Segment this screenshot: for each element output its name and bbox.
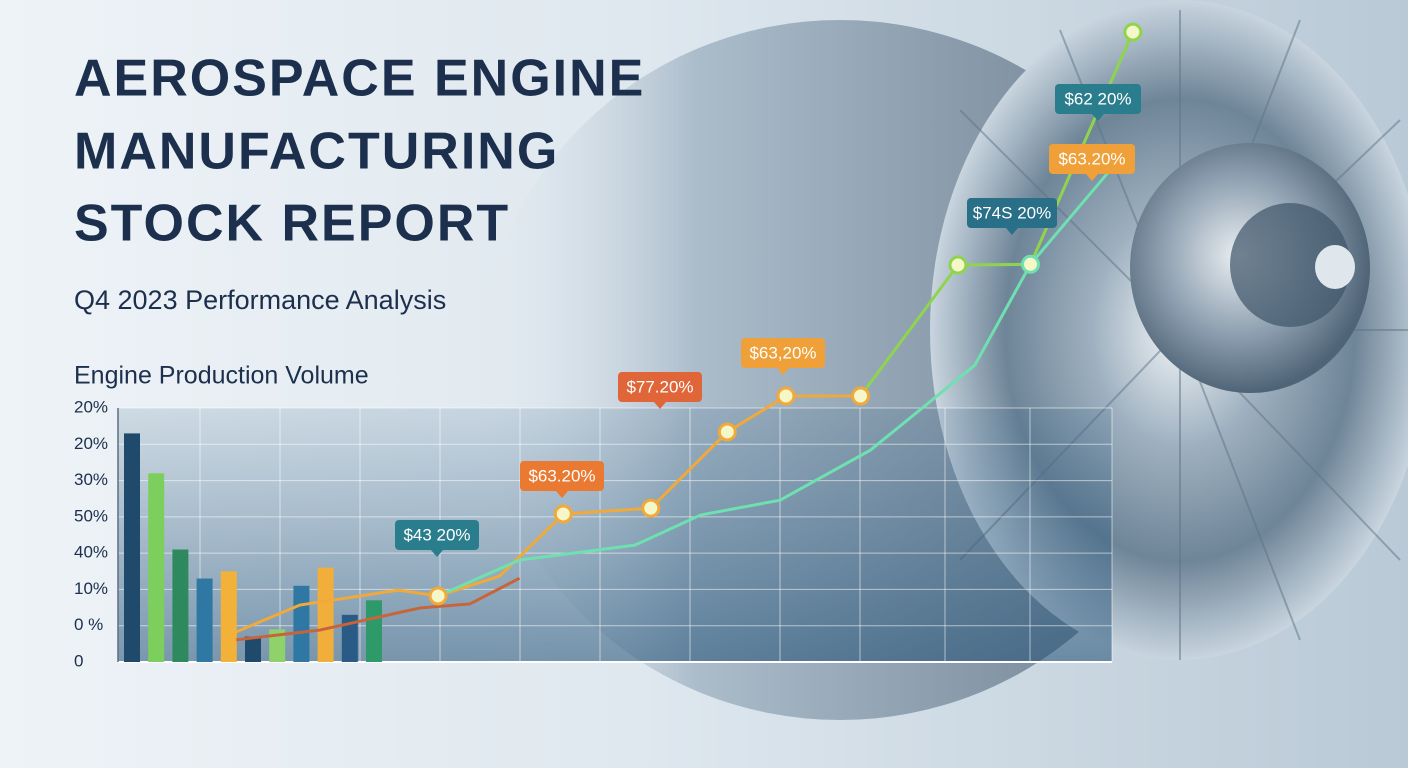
line <box>236 576 521 642</box>
y-tick-label: 10% <box>74 579 108 598</box>
hub-tip <box>1315 245 1355 289</box>
y-tick-label: 20% <box>74 434 108 453</box>
title-line: MANUFACTURING <box>74 123 559 181</box>
annotation-box <box>741 338 825 368</box>
chart-shade <box>118 408 1112 662</box>
subtitle: Q4 2023 Performance Analysis <box>74 285 446 315</box>
bar <box>245 636 261 662</box>
annotation-box <box>1055 84 1141 114</box>
point <box>553 504 573 524</box>
annotation-box <box>1049 144 1135 174</box>
y-tick-label: 20% <box>74 397 108 416</box>
annotation-box <box>395 520 479 550</box>
annotation-box <box>967 198 1057 228</box>
y-tick-label: 40% <box>74 543 108 562</box>
annotation-pointer <box>777 368 789 375</box>
point <box>851 386 871 406</box>
annotation-pointer <box>431 550 443 557</box>
point <box>717 422 737 442</box>
bar <box>124 433 140 662</box>
point <box>428 586 448 606</box>
annotation: $77.20% <box>626 377 693 396</box>
y-tick-label: 50% <box>74 506 108 525</box>
annotation: $63.20% <box>1058 149 1125 168</box>
annotation: $63,20% <box>749 343 816 362</box>
point <box>948 255 968 275</box>
annotation: $74S 20% <box>973 203 1051 222</box>
bar <box>341 614 358 662</box>
bar <box>220 571 237 662</box>
bar <box>269 629 286 662</box>
bar <box>293 585 310 662</box>
chart-title: Engine Production Volume <box>74 362 369 390</box>
annotation: $62 20% <box>1064 89 1131 108</box>
line <box>235 394 861 634</box>
y-tick-label: 0 <box>74 651 83 670</box>
title-line: AEROSPACE ENGINE <box>74 50 645 108</box>
bar <box>317 567 334 662</box>
y-tick-label: 0 % <box>74 615 103 634</box>
marks: 0 0 % 10% 40% 50% 30% 20% 20% $43 20% $63.20% $77.… <box>74 22 1143 670</box>
annotation-pointer <box>654 402 666 409</box>
point <box>1020 254 1040 274</box>
point <box>776 386 796 406</box>
hub-ring <box>1230 203 1350 327</box>
annotation-pointer <box>1006 228 1018 235</box>
annotation-pointer <box>556 491 568 498</box>
annotation: $63.20% <box>528 466 595 485</box>
bar <box>172 549 189 662</box>
bar <box>148 473 165 662</box>
annotation-box <box>618 372 702 402</box>
line <box>437 169 1112 598</box>
point <box>641 498 661 518</box>
annotation-pointer <box>1086 174 1098 181</box>
y-tick-label: 30% <box>74 470 108 489</box>
point <box>1123 22 1143 42</box>
title-line: STOCK REPORT <box>74 195 510 253</box>
annotation-pointer <box>1092 114 1104 121</box>
bar <box>196 578 213 662</box>
annotation: $43 20% <box>403 525 470 544</box>
bar <box>366 600 382 662</box>
annotation-box <box>520 461 604 491</box>
